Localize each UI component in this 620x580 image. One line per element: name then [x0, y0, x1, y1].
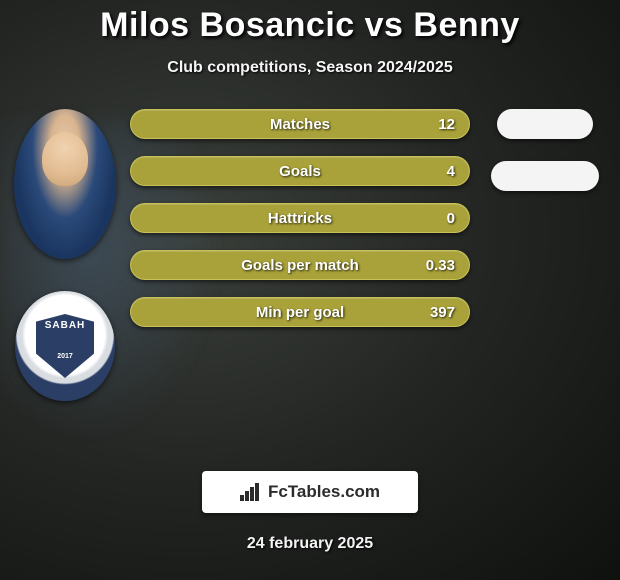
club-badge: SABAH 2017: [15, 291, 115, 401]
stat-label: Goals per match: [241, 257, 359, 274]
date-label: 24 february 2025: [0, 535, 620, 553]
stat-value: 0.33: [426, 257, 455, 274]
brand-box: FcTables.com: [202, 471, 418, 513]
stat-label: Matches: [270, 116, 330, 133]
club-name: SABAH: [45, 320, 86, 331]
subtitle: Club competitions, Season 2024/2025: [0, 59, 620, 77]
page-title: Milos Bosancic vs Benny: [0, 0, 620, 45]
club-shield: SABAH 2017: [36, 314, 94, 378]
right-column: [480, 105, 610, 191]
stat-bar: Goals 4: [130, 156, 470, 186]
opponent-pill: [497, 109, 593, 139]
stat-value: 0: [447, 210, 455, 227]
stat-value: 12: [438, 116, 455, 133]
stat-bar: Hattricks 0: [130, 203, 470, 233]
left-column: SABAH 2017: [0, 105, 130, 401]
opponent-pill: [491, 161, 599, 191]
comparison-row: SABAH 2017 Matches 12 Goals 4 Hattricks 0 Goal…: [0, 105, 620, 401]
stat-bar: Goals per match 0.33: [130, 250, 470, 280]
stat-bar: Matches 12: [130, 109, 470, 139]
stat-bar: Min per goal 397: [130, 297, 470, 327]
stat-label: Goals: [279, 163, 321, 180]
player-avatar: [14, 109, 116, 259]
stat-value: 397: [430, 304, 455, 321]
stats-column: Matches 12 Goals 4 Hattricks 0 Goals per match…: [130, 105, 480, 327]
stat-label: Min per goal: [256, 304, 344, 321]
stat-value: 4: [447, 163, 455, 180]
club-year: 2017: [57, 353, 73, 360]
brand-text: FcTables.com: [268, 482, 380, 502]
stat-label: Hattricks: [268, 210, 332, 227]
brand-bar-icon: [240, 483, 262, 501]
